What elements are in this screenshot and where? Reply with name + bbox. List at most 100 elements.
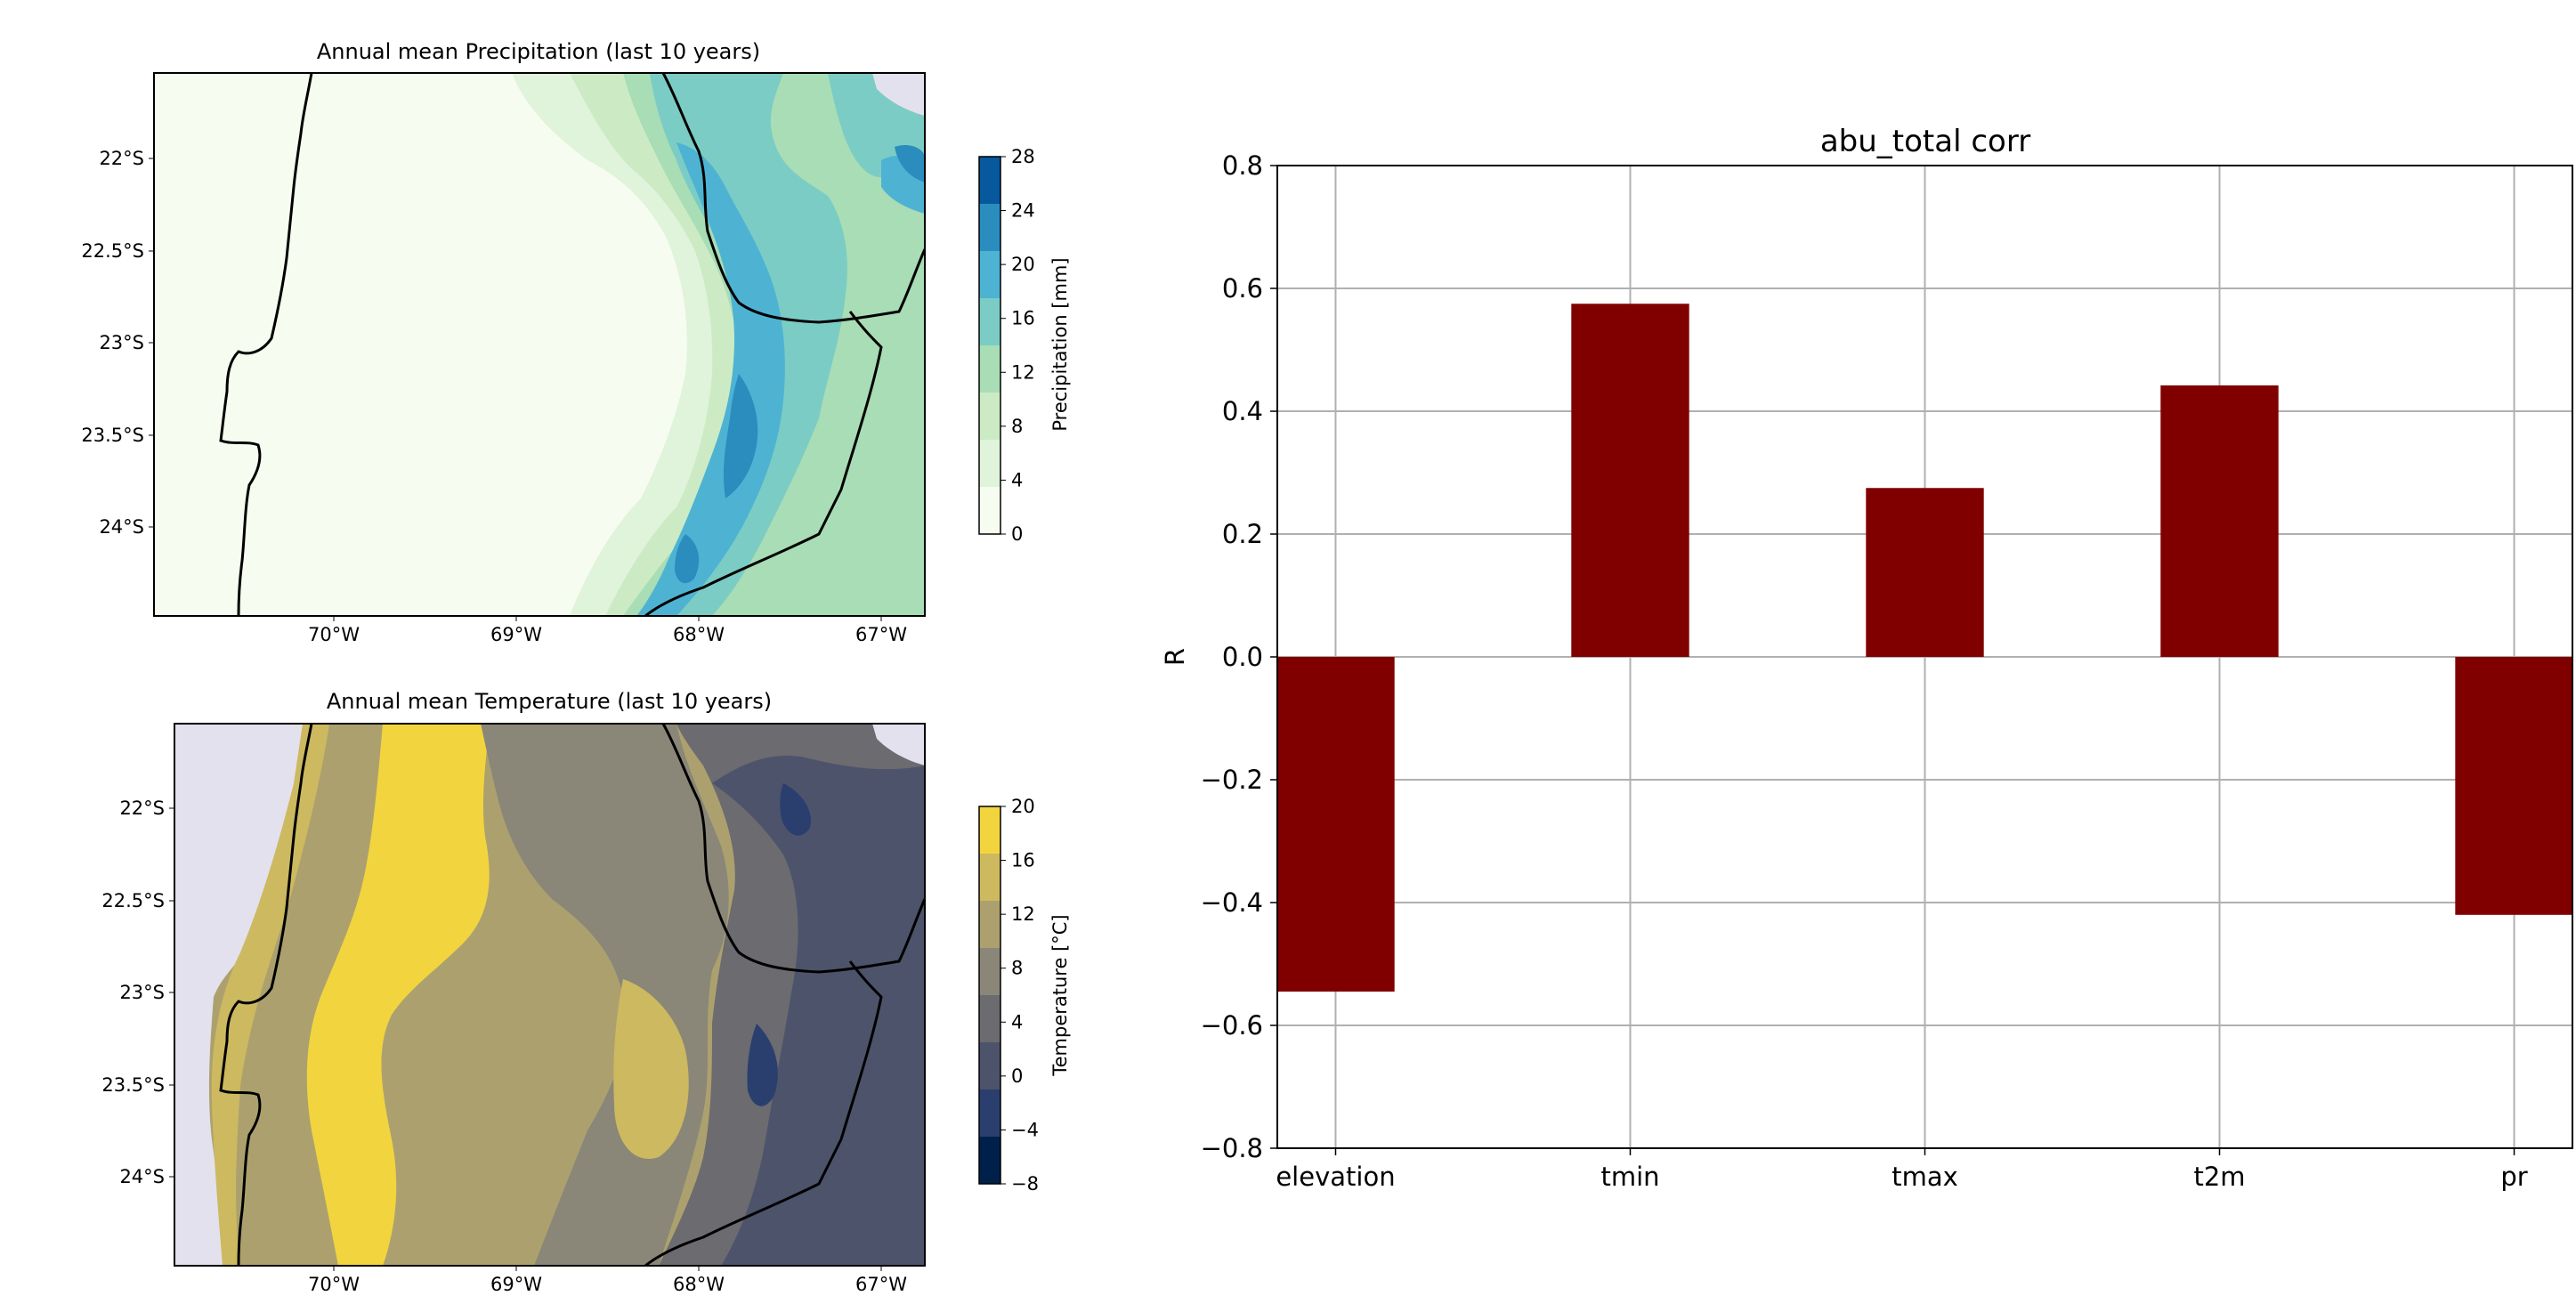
precip-colorbar-label: Precipitation [mm]	[1049, 257, 1071, 431]
colorbar-tick-label: 12	[1011, 361, 1035, 383]
precip-map-title: Annual mean Precipitation (last 10 years…	[317, 39, 760, 64]
temp-lon-tick: 70°W	[308, 1274, 360, 1295]
temp-lon-ticks: 70°W 69°W 68°W 67°W	[308, 1266, 907, 1295]
precip-lon-tick: 69°W	[490, 624, 542, 645]
colorbar-segment	[979, 1089, 1000, 1137]
colorbar-segment	[979, 393, 1000, 440]
temp-map-title: Annual mean Temperature (last 10 years)	[327, 689, 772, 714]
temp-map-frame	[174, 723, 926, 1267]
colorbar-tick-label: 8	[1011, 416, 1023, 437]
bar-pr	[2455, 657, 2573, 915]
x-tick-label: pr	[2500, 1162, 2527, 1192]
colorbar-segment	[979, 948, 1000, 995]
colorbar-tick-label: 16	[1011, 308, 1035, 329]
colorbar-segment	[979, 854, 1000, 901]
colorbar-segment	[979, 1137, 1000, 1184]
colorbar-segment	[979, 345, 1000, 393]
colorbar-tick-label: 20	[1011, 796, 1035, 817]
y-tick-label: 0.2	[1222, 519, 1263, 549]
y-tick-label: −0.6	[1201, 1010, 1263, 1041]
colorbar-segment	[979, 440, 1000, 487]
colorbar-segment	[979, 806, 1000, 854]
temp-band-neg4b	[780, 783, 811, 836]
precip-coastline	[219, 73, 313, 616]
precip-lat-tick: 23.5°S	[81, 425, 144, 446]
temp-border-north	[661, 724, 925, 974]
bar-tmin	[1571, 304, 1689, 657]
bar-chart-x-ticks: elevation tmin tmax t2m pr	[1276, 1148, 2528, 1192]
colorbar-tick-label: −8	[1011, 1173, 1039, 1195]
precip-nodata-corner	[872, 73, 925, 116]
temp-border-east	[644, 960, 883, 1266]
temp-band-20	[306, 724, 490, 1266]
colorbar-segment	[979, 1042, 1000, 1089]
colorbar-tick-label: 0	[1011, 1065, 1023, 1087]
precip-lon-tick: 70°W	[308, 624, 360, 645]
temp-colorbar: −8 −4 0 4 8 12 16 20	[978, 796, 1039, 1195]
x-tick-label: tmin	[1600, 1162, 1659, 1192]
y-tick-label: −0.2	[1201, 765, 1263, 795]
y-tick-label: 0.4	[1222, 396, 1263, 426]
colorbar-tick-label: 8	[1011, 958, 1023, 979]
bar-elevation	[1276, 657, 1395, 992]
temp-lon-tick: 67°W	[855, 1274, 907, 1295]
colorbar-tick-label: 24	[1011, 200, 1035, 222]
colorbar-frame	[978, 806, 1001, 1185]
colorbar-segment	[979, 901, 1000, 948]
colorbar-segment	[979, 298, 1000, 345]
bar-chart-panel: abu_total corr −0.8 −0.6 −0.4 −0.2 0.0 0.2 0.4…	[1160, 124, 2573, 1192]
temp-lat-tick: 24°S	[119, 1166, 165, 1187]
temp-band-neg4	[747, 1024, 778, 1106]
colorbar-tick-label: 12	[1011, 903, 1035, 925]
precip-border-north	[661, 73, 925, 324]
temp-nodata-corner	[872, 724, 925, 765]
y-tick-label: 0.0	[1222, 642, 1263, 672]
colorbar-segment	[979, 487, 1000, 534]
precip-lon-tick: 67°W	[855, 624, 907, 645]
precip-lat-tick: 22.5°S	[81, 240, 144, 262]
precip-lon-ticks: 70°W 69°W 68°W 67°W	[308, 616, 907, 645]
colorbar-tick-label: 4	[1011, 469, 1023, 490]
bar-chart-bars	[1276, 304, 2573, 992]
x-tick-label: tmax	[1891, 1162, 1958, 1192]
y-tick-label: −0.4	[1201, 887, 1263, 918]
colorbar-frame	[978, 156, 1001, 535]
colorbar-tick-label: 28	[1011, 146, 1035, 167]
precip-band-24b	[675, 534, 700, 584]
bar-chart-y-ticks: −0.8 −0.6 −0.4 −0.2 0.0 0.2 0.4 0.6 0.8	[1201, 150, 1277, 1163]
precip-map-frame	[153, 72, 926, 617]
colorbar-tick-label: 0	[1011, 523, 1023, 545]
temp-band-12-west	[211, 724, 329, 1266]
temp-lat-tick: 23.5°S	[101, 1074, 165, 1096]
precip-lat-tick: 22°S	[99, 148, 144, 169]
temp-lat-tick: 22.5°S	[101, 890, 165, 911]
colorbar-segment	[979, 251, 1000, 298]
chart-title: abu_total corr	[1820, 124, 2030, 159]
temp-lat-tick: 23°S	[119, 982, 165, 1003]
temp-coastline	[219, 724, 313, 1266]
colorbar-segment	[979, 157, 1000, 204]
temp-lat-tick: 22°S	[119, 798, 165, 819]
precip-colorbar: 0 4 8 12 16 20 24 28	[978, 146, 1035, 545]
precip-band-24	[723, 374, 758, 498]
temp-map-panel: Annual mean Temperature (last 10 years) …	[101, 689, 1071, 1295]
temp-lon-tick: 69°W	[490, 1274, 542, 1295]
temp-band-16-mid	[613, 979, 689, 1159]
x-tick-label: t2m	[2193, 1162, 2245, 1192]
y-tick-label: 0.8	[1222, 150, 1263, 181]
colorbar-segment	[979, 995, 1000, 1042]
precip-border-east	[644, 311, 883, 616]
temp-colorbar-label: Temperature [°C]	[1049, 914, 1071, 1076]
y-tick-label: 0.6	[1222, 273, 1263, 304]
bar-t2m	[2160, 385, 2279, 657]
precip-lat-tick: 23°S	[99, 332, 144, 353]
temp-map-field	[174, 724, 925, 1266]
temp-band-0	[712, 756, 925, 1266]
temp-lat-ticks: 22°S 22.5°S 23°S 23.5°S 24°S	[101, 798, 174, 1187]
precip-band-24c	[895, 145, 925, 182]
chart-ylabel: R	[1160, 648, 1190, 666]
temp-lon-tick: 68°W	[673, 1274, 725, 1295]
precip-map-panel: Annual mean Precipitation (last 10 years…	[81, 39, 1071, 645]
x-tick-label: elevation	[1276, 1162, 1395, 1192]
precip-band-16	[641, 73, 847, 616]
